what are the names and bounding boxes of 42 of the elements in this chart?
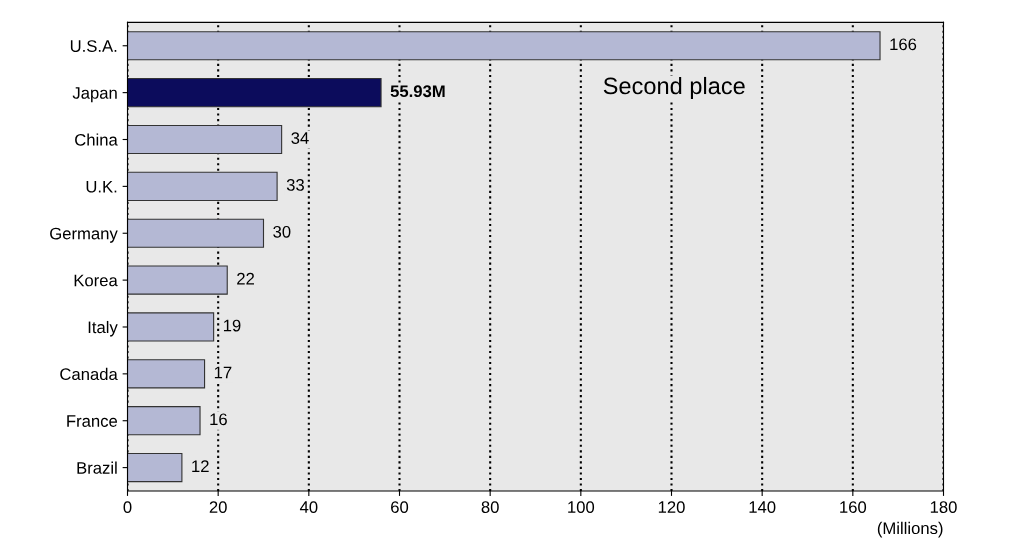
x-tick-label: 120 — [658, 501, 685, 513]
bar — [127, 359, 206, 389]
bar — [127, 312, 215, 342]
y-tick-label: Korea — [74, 274, 118, 287]
x-tick-label: 180 — [930, 501, 957, 513]
y-tick-label: Japan — [72, 87, 117, 103]
y-tick-label: Italy — [88, 320, 118, 337]
y-tick-label: Germany — [50, 227, 118, 243]
data-label: 17 — [214, 366, 232, 379]
data-label: 16 — [210, 413, 227, 426]
bar — [127, 406, 201, 436]
y-tick-label: Canada — [60, 367, 118, 381]
y-tick-label: U.S.A. — [70, 40, 117, 52]
x-tick-label: 40 — [299, 501, 318, 513]
data-label: 22 — [237, 272, 254, 285]
bar — [127, 452, 183, 483]
annotation: Second place — [603, 76, 745, 99]
data-label: 33 — [286, 179, 304, 191]
x-axis-title: (Millions) — [877, 521, 943, 538]
bar — [127, 124, 283, 155]
bar — [127, 31, 881, 61]
x-tick-label: 60 — [391, 501, 409, 513]
data-label: 30 — [273, 225, 291, 238]
y-tick-label: China — [75, 133, 118, 146]
data-label: 19 — [223, 319, 241, 332]
data-label: 12 — [192, 460, 209, 472]
bar — [127, 171, 278, 201]
data-label: 166 — [890, 38, 917, 51]
bar — [127, 265, 228, 295]
y-tick-label: U.K. — [86, 180, 117, 193]
bar — [127, 78, 382, 108]
x-tick-label: 160 — [840, 501, 867, 513]
x-tick-label: 100 — [568, 501, 595, 513]
data-label: 34 — [291, 132, 309, 144]
x-tick-label: 20 — [209, 501, 227, 513]
y-tick-label: Brazil — [77, 461, 117, 474]
y-tick-label: France — [67, 415, 118, 427]
x-tick-label: 80 — [481, 501, 499, 513]
x-tick-label: 140 — [749, 501, 776, 513]
data-label: 55.93M — [390, 85, 445, 98]
bar — [127, 218, 265, 248]
x-tick-label: 0 — [123, 501, 132, 513]
